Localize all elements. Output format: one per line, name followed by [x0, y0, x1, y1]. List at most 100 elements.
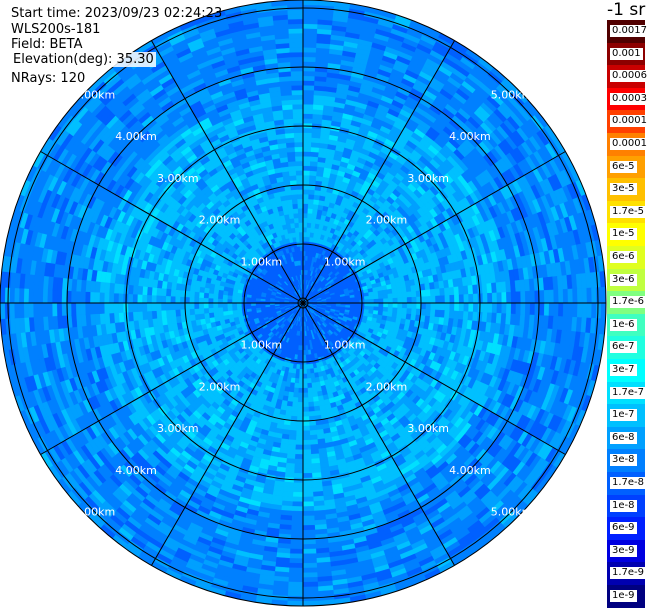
radar-cell: [302, 84, 315, 91]
radar-cell: [401, 291, 408, 299]
radar-cell: [363, 295, 370, 301]
radar-cell: [286, 400, 293, 407]
radar-cell: [289, 543, 304, 550]
radar-cell: [292, 392, 299, 398]
radar-cell: [444, 287, 450, 296]
radar-cell: [302, 501, 314, 507]
radar-cell: [293, 472, 304, 479]
radar-cell: [302, 56, 317, 63]
radar-cell: [515, 302, 522, 315]
radar-cell: [302, 402, 309, 408]
radar-cell: [306, 217, 313, 224]
radar-cell: [425, 302, 432, 310]
radar-cell: [305, 354, 310, 360]
radar-cell: [396, 307, 403, 314]
radar-cell: [306, 378, 312, 384]
radar-cell: [302, 454, 312, 460]
radar-cell: [368, 295, 375, 300]
radar-cell: [307, 396, 314, 403]
radar-cell: [302, 179, 310, 186]
radar-cell: [305, 349, 309, 356]
radar-cell: [302, 496, 314, 503]
radar-cell: [411, 290, 417, 298]
radar-cell: [392, 307, 398, 314]
radar-cell: [458, 302, 465, 312]
radar-cell: [472, 293, 479, 304]
radar-cell: [310, 146, 320, 153]
radar-cell: [295, 435, 304, 441]
radar-cell: [453, 310, 460, 320]
radar-cell: [292, 491, 304, 498]
radar-cell: [368, 302, 375, 307]
radar-cell: [290, 529, 304, 536]
radar-cell: [302, 364, 307, 370]
radar-cell: [284, 467, 295, 474]
radar-cell: [302, 208, 309, 214]
radar-cell: [302, 387, 308, 394]
radar-cell: [302, 113, 314, 119]
radar-cell: [387, 293, 394, 299]
radar-cell: [302, 449, 312, 455]
radar-cell: [420, 289, 427, 298]
radar-cell: [309, 165, 318, 172]
radar-cell: [372, 290, 379, 296]
radar-cell: [468, 302, 474, 313]
radar-cell: [311, 467, 322, 474]
radar-cell: [302, 203, 309, 209]
radar-cell: [296, 411, 304, 417]
radar-cell: [302, 170, 311, 176]
radar-cell: [302, 458, 312, 465]
radar-cell: [425, 296, 432, 304]
radar-cell: [302, 89, 315, 96]
radar-cell: [396, 292, 403, 299]
radar-cell: [302, 482, 313, 488]
radar-cell: [425, 289, 431, 297]
radar-cell: [458, 310, 464, 321]
radar-cell: [302, 368, 307, 375]
radar-cell: [501, 302, 507, 314]
radar-cell: [524, 290, 531, 304]
radar-cell: [383, 302, 389, 308]
radar-cell: [302, 28, 318, 34]
radar-cell: [387, 302, 394, 308]
radar-cell: [491, 292, 498, 304]
radar-cell: [287, 591, 304, 597]
radar-cell: [284, 472, 295, 479]
radar-cell: [401, 307, 408, 315]
radar-cell: [308, 420, 317, 427]
radar-cell: [391, 287, 398, 294]
radar-cell: [595, 287, 602, 304]
radar-cell: [302, 23, 318, 30]
radar-cell: [312, 396, 319, 403]
radar-cell: [307, 203, 314, 210]
radar-cell: [295, 444, 304, 451]
radar-cell: [292, 396, 299, 403]
radar-cell: [311, 382, 317, 389]
radar-cell: [302, 4, 319, 11]
radar-cell: [307, 208, 314, 214]
radar-cell: [296, 425, 304, 432]
radar-cell: [496, 302, 503, 314]
radar-cell: [310, 448, 320, 455]
radar-cell: [515, 291, 522, 304]
radar-cell: [586, 302, 593, 319]
radar-cell: [368, 299, 375, 304]
radar-cell: [448, 286, 455, 296]
radar-cell: [302, 510, 315, 517]
radar-cell: [302, 397, 309, 403]
radar-cell: [472, 311, 479, 322]
radar-cell: [302, 108, 314, 115]
radar-cell: [302, 506, 315, 512]
radar-cell: [462, 285, 469, 295]
radar-cell: [463, 294, 469, 304]
radar-cell: [309, 175, 317, 181]
radar-cell: [311, 462, 321, 469]
radar-cell: [302, 572, 318, 578]
radar-cell: [302, 435, 311, 441]
radar-cell: [496, 292, 503, 304]
radar-cell: [524, 302, 531, 316]
radar-cell: [289, 553, 304, 559]
radar-cell: [297, 397, 304, 403]
radar-cell: [289, 425, 297, 431]
radar-cell: [411, 296, 417, 304]
